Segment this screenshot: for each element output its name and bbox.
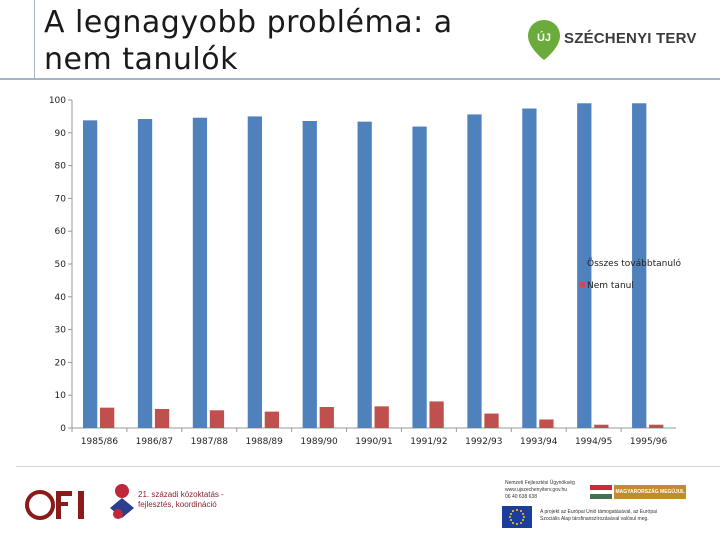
bar-osszes-tovabbtanulo xyxy=(302,120,317,428)
legend-swatch xyxy=(580,260,585,265)
x-tick-label: 1995/96 xyxy=(630,437,668,447)
legend-label: Nem tanul xyxy=(587,281,634,291)
tamop-emblem-icon xyxy=(110,484,134,519)
title-divider-vertical xyxy=(34,0,35,80)
bar-nem-tanul xyxy=(264,411,280,428)
eu-note-line-2: Szociális Alap társfinanszírozásával val… xyxy=(540,516,649,522)
contact-line-2: www.ujszechenyiterv.gov.hu xyxy=(505,487,568,493)
y-tick-label: 80 xyxy=(55,162,67,172)
bar-osszes-tovabbtanulo xyxy=(357,121,372,428)
szechenyi-badge-text: ÚJ xyxy=(537,31,551,44)
legend-label: Összes továbbtanuló xyxy=(587,258,682,269)
bar-osszes-tovabbtanulo xyxy=(192,117,208,428)
bar-nem-tanul xyxy=(429,401,444,428)
bar-osszes-tovabbtanulo xyxy=(467,114,482,428)
bar-osszes-tovabbtanulo xyxy=(577,103,592,428)
bar-nem-tanul xyxy=(154,408,170,428)
bar-nem-tanul xyxy=(100,407,115,428)
y-tick-label: 10 xyxy=(55,391,67,401)
x-tick-label: 1989/90 xyxy=(300,437,338,447)
x-tick-label: 1992/93 xyxy=(465,437,502,447)
bar-nem-tanul xyxy=(319,407,334,428)
y-tick-label: 60 xyxy=(55,227,67,237)
y-tick-label: 40 xyxy=(55,293,67,303)
y-tick-label: 30 xyxy=(55,326,67,336)
bar-osszes-tovabbtanulo xyxy=(82,120,98,428)
tamop-caption-line-1: 21. századi közoktatás - xyxy=(138,490,224,499)
tamop-caption: 21. századi közoktatás - fejlesztés, koo… xyxy=(138,490,224,510)
x-tick-label: 1990/91 xyxy=(355,437,392,447)
tamop-caption-line-2: fejlesztés, koordináció xyxy=(138,500,217,509)
x-tick-label: 1987/88 xyxy=(191,437,229,447)
title-divider-horizontal xyxy=(0,78,720,80)
y-tick-label: 0 xyxy=(60,424,66,434)
ofi-logo xyxy=(24,487,94,523)
bar-osszes-tovabbtanulo xyxy=(522,108,537,428)
bar-osszes-tovabbtanulo xyxy=(137,119,153,429)
x-tick-label: 1988/89 xyxy=(245,437,283,447)
szechenyi-terv-logo: ÚJ SZÉCHENYI TERV xyxy=(526,18,716,66)
contact-info: Nemzeti Fejlesztési Ügynökség www.ujszec… xyxy=(505,480,585,501)
bar-osszes-tovabbtanulo xyxy=(412,126,427,429)
y-tick-label: 90 xyxy=(55,129,67,139)
eu-note-line-1: A projekt az Európai Unió támogatásával,… xyxy=(540,509,658,515)
bar-osszes-tovabbtanulo xyxy=(247,116,262,429)
eu-flag-icon xyxy=(502,506,532,528)
x-tick-label: 1991/92 xyxy=(410,437,447,447)
bar-nem-tanul xyxy=(209,410,225,428)
szechenyi-pin-icon: ÚJ xyxy=(528,20,560,60)
eu-funding-note: A projekt az Európai Unió támogatásával,… xyxy=(540,509,690,523)
slide-title-line-2: nem tanulók xyxy=(44,42,238,77)
x-tick-label: 1986/87 xyxy=(136,437,173,447)
y-tick-label: 70 xyxy=(55,194,67,204)
x-tick-label: 1993/94 xyxy=(520,437,558,447)
hungary-flag-icon xyxy=(590,485,612,499)
bar-nem-tanul xyxy=(484,413,499,428)
contact-line-3: 06 40 638 638 xyxy=(505,494,537,500)
y-tick-label: 100 xyxy=(49,96,66,106)
contact-line-1: Nemzeti Fejlesztési Ügynökség xyxy=(505,480,575,486)
y-tick-label: 50 xyxy=(55,260,67,270)
footer-divider xyxy=(16,466,720,467)
bar-osszes-tovabbtanulo xyxy=(632,103,647,428)
y-tick-label: 20 xyxy=(55,358,67,368)
szechenyi-logo-text: SZÉCHENYI TERV xyxy=(564,30,697,47)
ofi-emblem-icon xyxy=(24,487,94,523)
slide-title: A legnagyobb probléma: a nem tanulók xyxy=(44,4,504,78)
bar-nem-tanul xyxy=(594,424,609,428)
bar-nem-tanul xyxy=(374,406,389,428)
bar-nem-tanul xyxy=(539,419,554,428)
bar-nem-tanul xyxy=(649,424,664,428)
tamop-logo: 21. századi közoktatás - fejlesztés, koo… xyxy=(106,482,246,526)
x-tick-label: 1985/86 xyxy=(81,437,119,447)
government-badge: MAGYARORSZÁG MEGÚJUL xyxy=(614,485,686,499)
legend-swatch xyxy=(580,282,585,287)
slide-title-line-1: A legnagyobb probléma: a xyxy=(44,5,453,40)
x-tick-label: 1994/95 xyxy=(575,437,612,447)
bar-chart: 0 10 20 30 40 50 60 70 80 90 100 1985/86 1986/87 1987… xyxy=(49,96,682,447)
